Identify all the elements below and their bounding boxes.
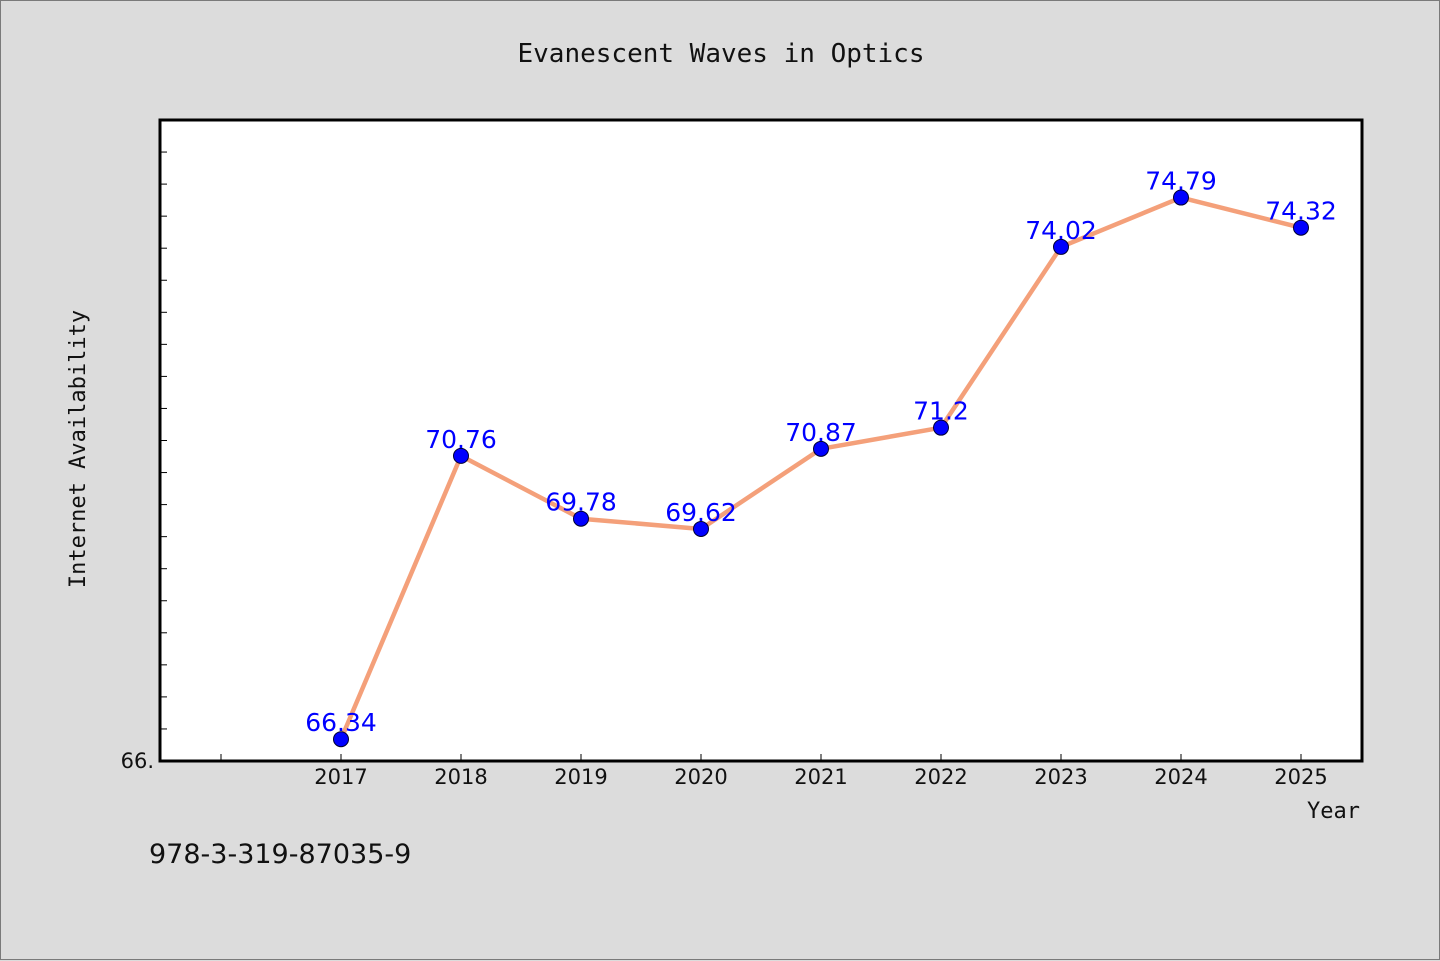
- x-tick-label: 2023: [1034, 765, 1087, 789]
- x-axis-tick-labels: 2017 2018 2019 2020 2021 2022 2023 2024 2025: [314, 765, 1327, 789]
- data-label: 69.62: [665, 498, 737, 527]
- data-label: 66.34: [305, 708, 377, 737]
- data-point: [813, 440, 829, 457]
- chart-title: Evanescent Waves in Optics: [518, 39, 925, 69]
- plot-area: [158, 118, 1364, 763]
- x-tick-label: 2022: [914, 765, 967, 789]
- data-point: [453, 447, 469, 464]
- data-label: 70.87: [785, 418, 857, 447]
- x-tick-label: 2018: [434, 765, 487, 789]
- data-label: 70.76: [425, 425, 497, 454]
- x-tick-label: 2017: [314, 765, 367, 789]
- data-point: [333, 731, 349, 748]
- data-point: [573, 510, 589, 527]
- data-point: [1293, 219, 1309, 236]
- y-tick-label: 66.: [121, 749, 154, 773]
- y-axis-title: Internet Availability: [66, 310, 91, 588]
- x-tick-label: 2025: [1274, 765, 1327, 789]
- x-tick-label: 2024: [1154, 765, 1207, 789]
- x-axis-title: Year: [1307, 799, 1360, 824]
- y-axis-ticks: [160, 119, 167, 762]
- data-label: 74.79: [1145, 167, 1217, 196]
- data-point: [693, 520, 709, 537]
- x-tick-label: 2021: [794, 765, 847, 789]
- x-axis-ticks: [220, 754, 1302, 761]
- x-tick-label: 2020: [674, 765, 727, 789]
- data-label: 74.02: [1025, 216, 1097, 245]
- data-point: [1053, 238, 1069, 255]
- data-label: 71.2: [913, 397, 969, 426]
- series-line-group: 66.34 70.76 69.78 69.62 70.87 71.2 74.02 74.79 7…: [305, 167, 1337, 748]
- data-point: [933, 419, 949, 436]
- data-label: 74.32: [1265, 197, 1337, 226]
- isbn-text: 978-3-319-87035-9: [149, 839, 411, 870]
- data-label: 69.78: [545, 488, 617, 517]
- x-tick-label: 2019: [554, 765, 607, 789]
- data-point: [1173, 189, 1189, 206]
